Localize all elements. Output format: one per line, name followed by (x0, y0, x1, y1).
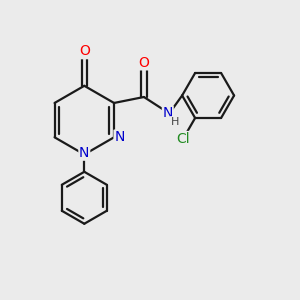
Text: O: O (79, 44, 90, 58)
Text: N: N (114, 130, 124, 144)
Text: N: N (163, 106, 173, 120)
Text: H: H (170, 117, 179, 127)
Text: O: O (139, 56, 149, 70)
Text: N: N (79, 146, 89, 160)
Text: Cl: Cl (176, 132, 190, 146)
